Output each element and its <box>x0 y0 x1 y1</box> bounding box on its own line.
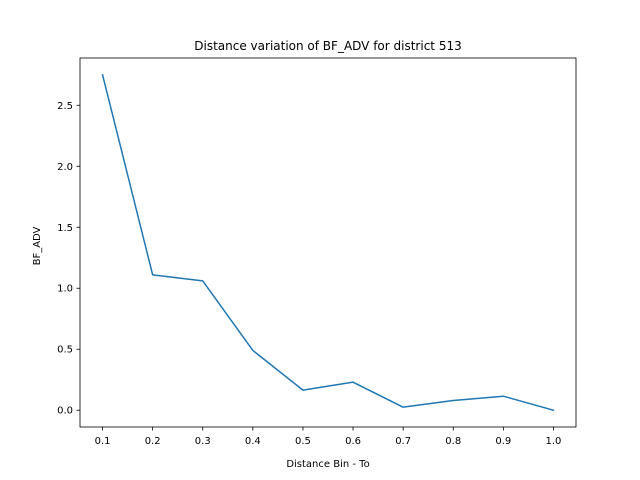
x-tick-label: 0.3 <box>195 436 211 447</box>
y-tick-label: 1.5 <box>57 223 73 234</box>
x-tick-label: 0.9 <box>495 436 511 447</box>
series-line <box>101 73 555 412</box>
x-tick-label: 0.2 <box>145 436 161 447</box>
y-tick-label: 0.0 <box>57 406 73 417</box>
x-tick-label: 0.7 <box>395 436 411 447</box>
y-axis: 0.0 0.5 1.0 1.5 2.0 2.5 <box>57 101 80 417</box>
x-tick-label: 0.8 <box>445 436 461 447</box>
chart-title: Distance variation of BF_ADV for distric… <box>194 39 461 53</box>
x-tick-label: 0.5 <box>295 436 311 447</box>
axes-frame <box>79 57 577 428</box>
y-axis-label: BF_ADV <box>32 226 43 265</box>
x-tick-label: 0.1 <box>95 436 111 447</box>
y-tick-label: 2.5 <box>57 101 73 112</box>
x-axis: 0.1 0.2 0.3 0.4 0.5 0.6 0.7 0.8 0.9 1.0 <box>95 427 562 447</box>
x-tick-label: 0.4 <box>245 436 261 447</box>
y-tick-label: 0.5 <box>57 345 73 356</box>
x-tick-label: 1.0 <box>546 436 562 447</box>
x-axis-label: Distance Bin - To <box>286 459 369 470</box>
plot-area <box>79 57 577 428</box>
y-tick-label: 2.0 <box>57 162 73 173</box>
x-tick-label: 0.6 <box>345 436 361 447</box>
y-tick-label: 1.0 <box>57 284 73 295</box>
